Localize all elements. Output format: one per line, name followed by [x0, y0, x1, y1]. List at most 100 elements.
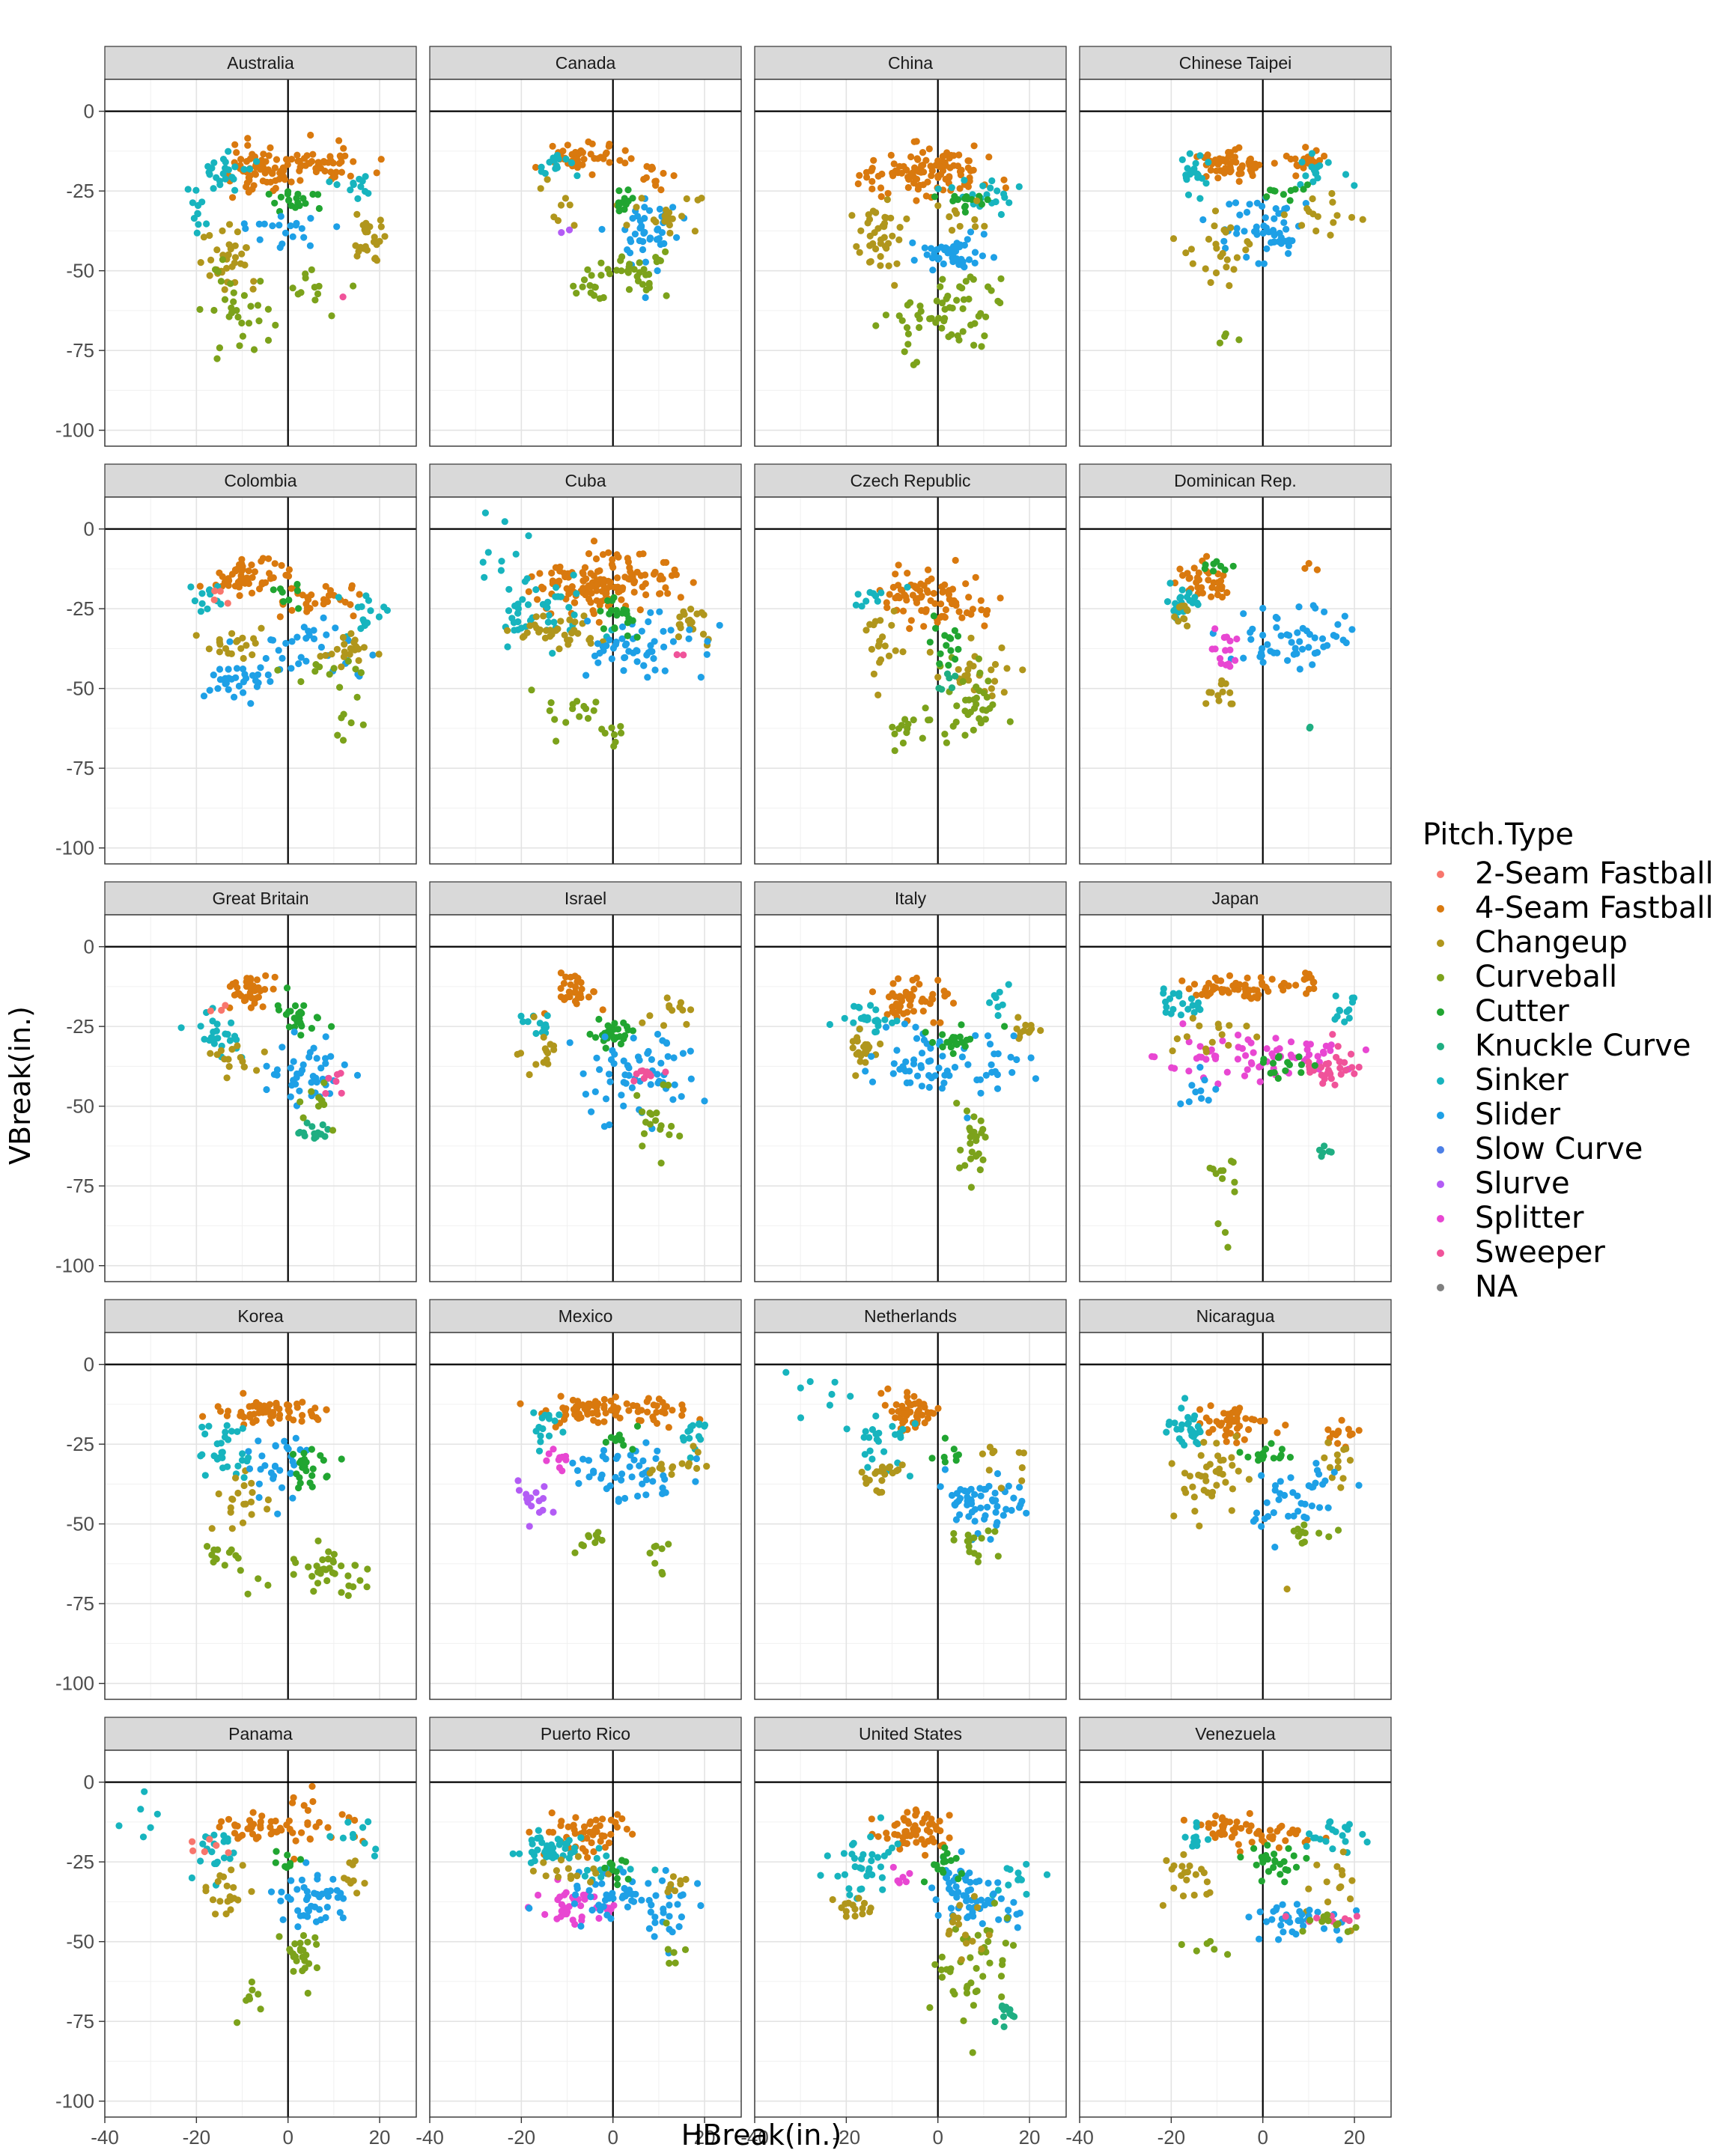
- point: [606, 579, 614, 586]
- point: [973, 197, 981, 204]
- point: [1003, 665, 1011, 672]
- point: [910, 1008, 917, 1015]
- data-points: [826, 974, 1044, 1191]
- point: [1233, 1425, 1241, 1432]
- panel-border: [429, 1332, 742, 1700]
- point: [609, 555, 616, 564]
- point: [525, 532, 532, 540]
- point: [890, 1060, 898, 1068]
- point: [1232, 199, 1240, 207]
- point: [1189, 1014, 1196, 1022]
- point: [982, 1133, 989, 1141]
- point: [613, 1875, 621, 1882]
- point: [1187, 168, 1194, 176]
- point: [936, 163, 943, 171]
- point: [561, 1416, 568, 1423]
- point: [645, 618, 652, 626]
- point: [595, 618, 603, 626]
- point: [1342, 1445, 1350, 1452]
- panel-border: [104, 1332, 417, 1700]
- point: [264, 336, 273, 344]
- x-tick-label: -20: [508, 2126, 536, 2149]
- point: [1348, 626, 1356, 633]
- point: [1241, 981, 1249, 989]
- point: [272, 177, 279, 184]
- point: [579, 1845, 586, 1852]
- point: [900, 1815, 907, 1822]
- point: [288, 638, 296, 645]
- point: [249, 1809, 257, 1816]
- point: [511, 602, 519, 610]
- point: [919, 1008, 927, 1015]
- point: [673, 651, 681, 659]
- y-tick-label: -25: [66, 597, 94, 620]
- point: [1256, 1063, 1263, 1071]
- point: [941, 993, 949, 1000]
- point: [255, 317, 263, 325]
- point: [1327, 1041, 1335, 1049]
- point: [684, 1428, 692, 1435]
- point: [863, 174, 871, 181]
- point: [630, 1898, 638, 1905]
- point: [678, 1913, 686, 1921]
- point: [965, 295, 973, 303]
- point: [1294, 629, 1301, 636]
- data-points: [514, 1392, 711, 1578]
- point: [198, 590, 206, 597]
- point: [1220, 1410, 1228, 1417]
- point: [222, 158, 229, 166]
- point: [1181, 1470, 1189, 1477]
- point: [1338, 1416, 1345, 1424]
- point: [584, 1854, 591, 1861]
- point: [606, 636, 613, 644]
- point: [633, 658, 641, 666]
- point: [899, 1425, 907, 1433]
- point: [296, 1940, 304, 1947]
- point: [680, 651, 687, 659]
- point: [666, 1959, 673, 1967]
- point: [1270, 1509, 1277, 1517]
- point: [1015, 183, 1023, 190]
- point: [356, 591, 363, 598]
- point: [587, 1878, 594, 1886]
- point: [952, 672, 959, 680]
- point: [901, 591, 908, 599]
- point: [541, 1483, 548, 1490]
- point: [1169, 1005, 1177, 1013]
- point: [961, 177, 968, 184]
- point: [605, 549, 612, 556]
- point: [514, 1477, 522, 1484]
- point: [865, 1434, 873, 1441]
- point: [1240, 610, 1247, 618]
- point: [569, 1916, 576, 1924]
- point: [1016, 1909, 1023, 1917]
- point: [291, 1952, 299, 1961]
- point: [967, 1878, 974, 1886]
- point: [1214, 174, 1222, 182]
- point: [989, 1497, 997, 1505]
- point: [942, 1857, 949, 1866]
- point: [964, 195, 972, 203]
- point: [967, 634, 975, 642]
- point: [328, 312, 335, 320]
- point: [930, 1410, 937, 1417]
- point: [340, 144, 347, 152]
- point: [858, 1865, 865, 1872]
- point: [669, 215, 676, 222]
- point: [920, 623, 928, 630]
- point: [279, 1916, 287, 1923]
- point: [303, 1119, 311, 1127]
- point: [605, 1839, 613, 1847]
- point: [364, 222, 371, 230]
- point: [240, 165, 248, 173]
- point: [216, 588, 224, 595]
- point: [210, 159, 218, 166]
- point: [1220, 237, 1228, 245]
- point: [216, 344, 223, 352]
- point: [309, 1797, 317, 1806]
- point: [332, 1077, 340, 1085]
- point: [964, 1914, 971, 1922]
- point: [630, 1077, 638, 1085]
- point: [365, 189, 372, 197]
